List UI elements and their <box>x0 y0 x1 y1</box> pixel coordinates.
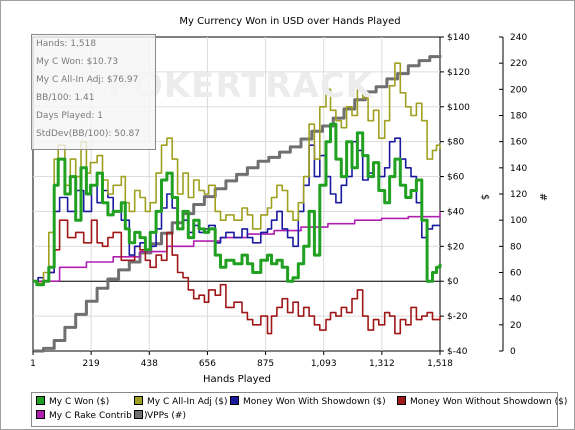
series-line-my-c-all-in-adj <box>33 62 441 284</box>
y-tick-label: $120 <box>447 68 470 78</box>
legend-item: Money Won Without Showdown ($) <box>397 396 567 408</box>
x-tick-label: 656 <box>199 359 216 369</box>
stat-allin: My C All-In Adj: $76.97 <box>36 75 139 85</box>
y-tick-label: $20 <box>447 242 464 252</box>
y-tick-label: $100 <box>447 103 470 113</box>
legend-swatch <box>230 396 239 405</box>
stat-days: Days Played: 1 <box>36 111 103 121</box>
x-axis-label: Hands Played <box>203 374 271 385</box>
stat-bb100: BB/100: 1.41 <box>36 93 95 103</box>
y-right-tick-label: 220 <box>510 59 527 69</box>
chart-title: My Currency Won in USD over Hands Played <box>179 16 400 27</box>
legend-label: Money Won Without Showdown ($) <box>410 397 568 407</box>
legend-label: My C All-In Adj ($) <box>147 397 228 407</box>
legend-swatch <box>36 396 45 405</box>
y-tick-label: $80 <box>447 138 464 148</box>
y-right-tick-label: 240 <box>510 33 527 43</box>
series-line-vpps <box>33 55 442 353</box>
y-right-tick-label: 0 <box>510 347 516 357</box>
x-tick-label: 1,312 <box>369 359 395 369</box>
legend-label: VPPs (#) <box>147 411 186 421</box>
legend-label: My C Rake Contrib ($) <box>49 411 148 421</box>
series-line-money-won-without-showdown <box>33 219 441 335</box>
y-right-tick-label: 120 <box>510 190 527 200</box>
legend-swatch <box>134 396 143 405</box>
legend-item: Money Won With Showdown ($) <box>230 396 386 408</box>
y-tick-label: $60 <box>447 173 464 183</box>
y-tick-label: $40 <box>447 207 464 217</box>
y-right-tick-label: 20 <box>510 321 522 331</box>
x-tick-label: 1,093 <box>311 359 337 369</box>
y-right-tick-label: 100 <box>510 216 527 226</box>
legend: My C Won ($) My C All-In Adj ($) Money Won… <box>31 392 567 427</box>
y-right-tick-label: 80 <box>510 242 522 252</box>
legend-swatch <box>134 410 143 419</box>
x-tick-label: 1,518 <box>427 359 453 369</box>
y-right-tick-label: 200 <box>510 85 527 95</box>
y-tick-label: $-20 <box>447 312 468 322</box>
y-right-tick-label: 140 <box>510 164 527 174</box>
legend-label: My C Won ($) <box>49 397 110 407</box>
x-tick-label: 438 <box>141 359 158 369</box>
legend-item: My C Rake Contrib ($) <box>36 410 148 422</box>
y-right-tick-label: 40 <box>510 295 522 305</box>
x-tick-label: 219 <box>83 359 100 369</box>
legend-swatch <box>397 396 406 405</box>
stat-hands: Hands: 1,518 <box>36 39 97 49</box>
y-right-tick-label: 160 <box>510 138 527 148</box>
legend-label: Money Won With Showdown ($) <box>243 397 386 407</box>
y-axis-label-right: # <box>537 193 548 201</box>
legend-item: VPPs (#) <box>134 410 186 422</box>
y-axis-label-left: $ <box>479 194 490 200</box>
x-tick-label: 1 <box>30 359 36 369</box>
stat-stddev: StdDev(BB/100): 50.87 <box>36 129 140 139</box>
y-tick-label: $-40 <box>447 347 468 357</box>
series-line-my-c-won <box>33 122 442 287</box>
y-right-tick-label: 180 <box>510 112 527 122</box>
legend-item: My C Won ($) <box>36 396 109 408</box>
legend-item: My C All-In Adj ($) <box>134 396 228 408</box>
y-right-tick-label: 60 <box>510 269 522 279</box>
stat-won: My C Won: $10.73 <box>36 57 119 67</box>
y-tick-label: $0 <box>447 277 459 287</box>
y-tick-label: $140 <box>447 33 470 43</box>
stats-box: Hands: 1,518 My C Won: $10.73 My C All-I… <box>31 34 156 150</box>
x-tick-label: 875 <box>257 359 274 369</box>
legend-swatch <box>36 410 45 419</box>
